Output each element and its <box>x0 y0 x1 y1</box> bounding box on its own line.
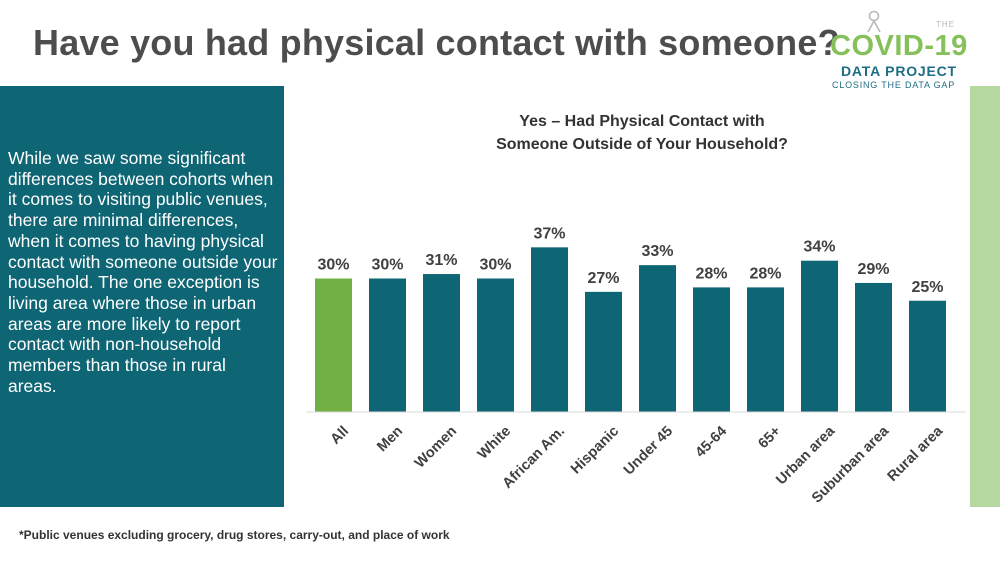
bar-rural-area <box>909 300 946 412</box>
chart-title-line-1: Yes – Had Physical Contact with <box>519 113 764 130</box>
bar-african-am <box>531 247 568 412</box>
logo-the: THE <box>936 20 955 29</box>
category-label-women: Women <box>412 423 460 471</box>
value-label-women: 31% <box>425 252 457 269</box>
value-label-hispanic: 27% <box>587 270 619 287</box>
bar-women <box>423 274 460 412</box>
bar-hispanic <box>585 291 622 412</box>
value-label-men: 30% <box>371 257 403 274</box>
logo-main: COVID-19 <box>830 30 968 62</box>
bar-65 <box>747 287 784 412</box>
value-label-65: 28% <box>749 265 781 282</box>
category-label-45-64: 45-64 <box>693 423 731 461</box>
value-label-under-45: 33% <box>641 243 673 260</box>
bar-urban-area <box>801 260 838 412</box>
category-label-rural-area: Rural area <box>885 423 947 485</box>
bar-under-45 <box>639 265 676 412</box>
bar-all <box>315 278 352 412</box>
sidebar-text: While we saw some significant difference… <box>8 148 278 396</box>
value-label-african-am: 37% <box>533 225 565 242</box>
bar-white <box>477 278 514 412</box>
person-icon <box>867 10 881 32</box>
bar-suburban-area <box>855 282 892 412</box>
footnote: *Public venues excluding grocery, drug s… <box>19 528 450 542</box>
value-label-white: 30% <box>479 257 511 274</box>
chart-title-line-2: Someone Outside of Your Household? <box>496 136 788 153</box>
value-label-urban-area: 34% <box>803 239 835 256</box>
category-label-men: Men <box>374 423 406 455</box>
value-label-45-64: 28% <box>695 265 727 282</box>
category-label-under-45: Under 45 <box>621 423 676 478</box>
logo-tagline: CLOSING THE DATA GAP <box>832 80 956 90</box>
chart-bars <box>315 247 946 412</box>
bar-men <box>369 278 406 412</box>
logo-subtitle: DATA PROJECT <box>841 63 957 79</box>
page-title: Have you had physical contact with someo… <box>33 22 840 63</box>
value-label-all: 30% <box>317 257 349 274</box>
category-label-white: White <box>475 423 514 462</box>
bar-chart: Yes – Had Physical Contact with Someone … <box>306 113 966 507</box>
bar-45-64 <box>693 287 730 412</box>
category-label-all: All <box>328 423 352 447</box>
sidebar-panel: While we saw some significant difference… <box>0 86 284 507</box>
chart-value-labels: 30% 30% 31% 30% 37% 27% 33% 28% 28% 34% 29% 25% <box>317 225 943 295</box>
value-label-rural-area: 25% <box>911 279 943 296</box>
covid19-data-project-logo: THE COVID-19 DATA PROJECT CLOSING THE DA… <box>826 8 967 90</box>
value-label-suburban-area: 29% <box>857 261 889 278</box>
category-label-hispanic: Hispanic <box>568 423 622 477</box>
category-label-65: 65+ <box>755 423 784 452</box>
right-accent-bar <box>970 86 1000 507</box>
